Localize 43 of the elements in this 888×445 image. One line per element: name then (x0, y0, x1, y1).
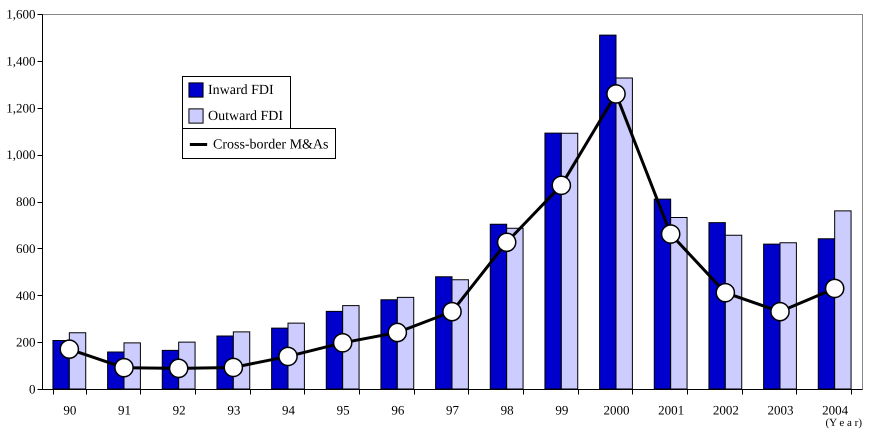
point (278, 346, 298, 366)
point (660, 224, 680, 244)
point (114, 358, 134, 378)
x-tick-label: 95 (336, 402, 350, 418)
y-tick-label: 600 (16, 240, 36, 256)
x-tick-label: 2001 (658, 402, 684, 418)
point (716, 282, 736, 302)
y-tick-label: 1,200 (6, 100, 36, 116)
point (224, 358, 244, 378)
y-tick-label: 200 (16, 334, 36, 350)
point (60, 339, 80, 359)
x-tick-label: 2003 (768, 402, 794, 418)
y-tick-label: 0 (29, 382, 36, 396)
point (442, 302, 462, 322)
x-tick-label: 90 (63, 402, 76, 418)
x-tick-label: 2002 (712, 402, 739, 418)
x-tick-label: 97 (446, 402, 460, 418)
x-tick-label: 94 (282, 402, 296, 418)
point (332, 333, 352, 353)
x-tick-label: 96 (391, 402, 405, 418)
y-tick-label: 1,400 (6, 53, 36, 68)
point (388, 322, 408, 342)
x-tick-label: 92 (172, 402, 186, 418)
point (496, 232, 516, 252)
point (168, 358, 188, 378)
point (606, 84, 626, 104)
x-tick-label: 2000 (604, 402, 630, 418)
x-tick-label: 98 (500, 402, 514, 418)
x-tick-label: 91 (118, 402, 131, 418)
legend-label: Inward FDI (208, 83, 274, 98)
y-tick-label: 400 (16, 288, 36, 303)
x-tick-label: 99 (555, 402, 568, 418)
point (824, 278, 844, 298)
legend-label: Cross-border M&As (213, 138, 328, 152)
x-tick-label: 2004 (822, 402, 849, 418)
y-tick-label: 1,600 (6, 6, 36, 22)
point (770, 302, 790, 322)
text: (Y e a r) (825, 417, 862, 429)
y-tick-label: 800 (16, 194, 36, 209)
point (552, 176, 572, 196)
legend-label: Outward FDI (208, 109, 284, 124)
y-tick-label: 1,000 (6, 147, 36, 162)
x-tick-label: 93 (227, 402, 240, 418)
